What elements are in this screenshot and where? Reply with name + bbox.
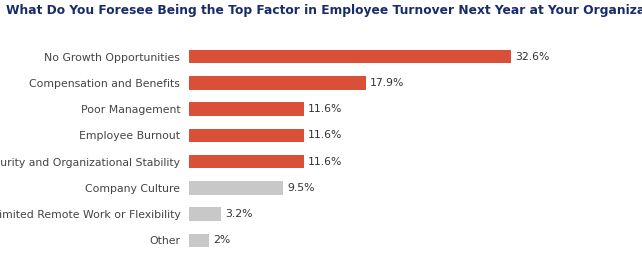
Text: 11.6%: 11.6% (308, 104, 342, 114)
Text: 2%: 2% (213, 235, 230, 245)
Bar (189, 207, 221, 221)
Text: What Do You Foresee Being the Top Factor in Employee Turnover Next Year at Your : What Do You Foresee Being the Top Factor… (6, 4, 642, 17)
Text: 17.9%: 17.9% (370, 78, 404, 88)
Text: 11.6%: 11.6% (308, 130, 342, 140)
Bar (189, 234, 209, 247)
Bar (189, 76, 366, 90)
Bar (189, 50, 511, 63)
Text: 11.6%: 11.6% (308, 157, 342, 167)
Text: 9.5%: 9.5% (287, 183, 315, 193)
Bar (189, 102, 304, 116)
Bar (189, 129, 304, 142)
Bar (189, 155, 304, 168)
Text: 3.2%: 3.2% (225, 209, 252, 219)
Bar (189, 181, 283, 195)
Text: 32.6%: 32.6% (515, 52, 550, 62)
